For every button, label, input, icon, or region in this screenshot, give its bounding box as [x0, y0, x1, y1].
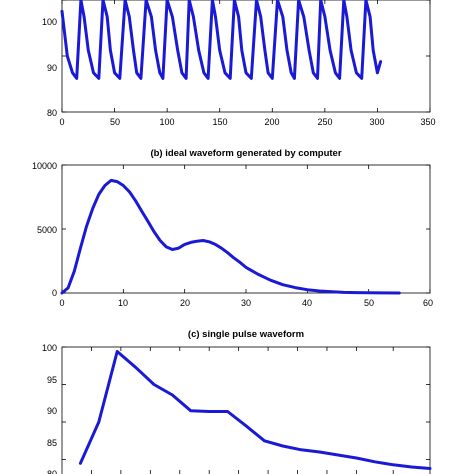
panel-a-xtick-150: 150 [212, 117, 227, 127]
panel-b-xtick-40: 40 [302, 298, 312, 308]
panel-b-xtick-60: 60 [423, 298, 433, 308]
panel-b-xtick-0: 0 [59, 298, 64, 308]
panel-b-xtick-50: 50 [364, 298, 374, 308]
panel-b-xtick-20: 20 [180, 298, 190, 308]
panel-a-xtick-0: 0 [59, 117, 64, 127]
panel-a-periodic-waveform: 100 90 80 0 50 100 150 200 250 300 350 [42, 0, 436, 127]
panel-c-ticks [62, 346, 430, 474]
panel-a-xtick-250: 250 [317, 117, 332, 127]
panel-c-ytick-90: 90 [47, 406, 57, 416]
panel-b-xtick-30: 30 [241, 298, 251, 308]
panel-b-caption: (b) ideal waveform generated by computer [150, 148, 341, 159]
panel-b-series-line [60, 178, 401, 295]
panel-b-ytick-5000: 5000 [37, 225, 57, 235]
panel-b-ytick-0: 0 [52, 288, 57, 298]
panel-b-ideal-waveform: 10000 5000 0 0 10 20 30 40 50 60 [32, 161, 433, 308]
panel-c-caption: (c) single pulse waveform [188, 329, 304, 340]
panel-a-xtick-300: 300 [369, 117, 384, 127]
panel-a-xtick-50: 50 [110, 117, 120, 127]
panel-c-ytick-80: 80 [47, 469, 57, 474]
panel-c-series-line [78, 350, 432, 470]
panel-a-ytick-90: 90 [47, 63, 57, 73]
panel-c-single-pulse: 100 95 90 85 80 [42, 343, 432, 474]
panel-a-xtick-350: 350 [420, 117, 435, 127]
panel-b-axes [61, 164, 431, 294]
panel-c-ytick-95: 95 [47, 375, 57, 385]
panel-c-ytick-100: 100 [42, 343, 57, 353]
panel-b-ticks [61, 164, 431, 294]
panel-a-xtick-100: 100 [159, 117, 174, 127]
panel-b-xtick-10: 10 [118, 298, 128, 308]
panel-c-axes [61, 346, 431, 474]
panel-a-ytick-80: 80 [47, 108, 57, 118]
panel-b-ytick-10000: 10000 [32, 161, 57, 171]
panel-a-series-line [60, 0, 383, 80]
panel-c-ytick-85: 85 [47, 438, 57, 448]
panel-a-xtick-200: 200 [264, 117, 279, 127]
panel-a-ytick-100: 100 [42, 17, 57, 27]
